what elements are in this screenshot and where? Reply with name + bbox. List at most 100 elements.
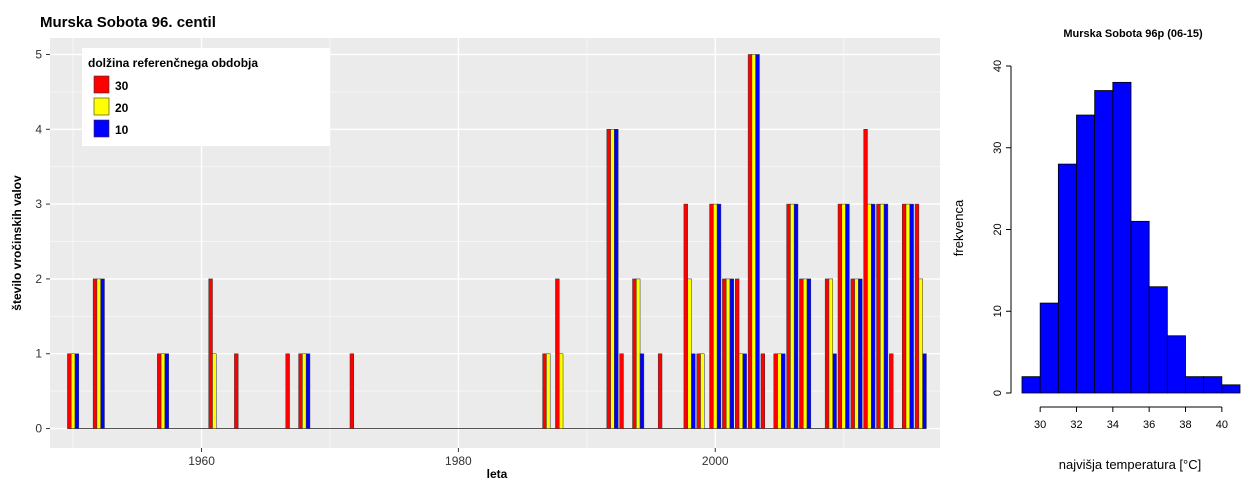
y-tick-label: 4: [35, 122, 42, 136]
left-x-ticks: 1960 1980 2000: [188, 448, 729, 468]
bar-20-2011: [854, 278, 859, 429]
bar-30-1992: [606, 129, 611, 429]
bar-10-2003: [755, 54, 760, 429]
legend-label-10: 10: [115, 123, 129, 137]
right-y-axis-label: frekvenca: [951, 199, 966, 256]
bar-20-1952: [96, 278, 101, 429]
right-x-axis-label: najvišja temperatura [°C]: [1059, 457, 1201, 472]
bar-20-1987: [546, 353, 551, 429]
x-tick-label: 2000: [702, 454, 729, 468]
bar-20-1950: [70, 353, 76, 429]
bar-10-1950: [74, 353, 80, 429]
hist-bar-34: [1112, 81, 1132, 394]
x-tick-label: 38: [1179, 419, 1191, 431]
bar-30-1963: [234, 353, 239, 429]
legend-key-30: [93, 75, 110, 94]
bar-10-2006: [793, 203, 799, 429]
bar-30-2000: [709, 203, 714, 429]
hist-bar-36: [1148, 286, 1168, 394]
bar-30-2003: [747, 54, 753, 429]
bar-20-2012: [867, 203, 872, 429]
bar-10-2013: [883, 203, 889, 429]
bar-20-2007: [803, 278, 808, 429]
hist-bar-29: [1021, 376, 1041, 394]
bar-30-1987: [542, 353, 547, 429]
bar-10-1952: [100, 278, 105, 429]
bar-30-2007: [799, 278, 804, 429]
left-y-axis-label: število vročinskih valov: [10, 175, 24, 311]
bar-10-1957: [164, 353, 169, 429]
x-tick-label: 32: [1070, 419, 1082, 431]
bar-20-1961: [212, 353, 217, 429]
legend: dolžina referenčnega obdobja 30 20 10: [82, 48, 330, 146]
bar-30-1968: [298, 353, 303, 429]
bar-30-1993: [619, 353, 624, 429]
bar-10-2007: [806, 278, 812, 429]
bar-10-2002: [742, 353, 747, 429]
bar-20-1998: [687, 278, 692, 429]
bar-20-1988: [559, 353, 564, 429]
right-chart-title: Murska Sobota 96p (06-15): [1063, 28, 1203, 40]
legend-label-30: 30: [115, 79, 129, 93]
y-tick-label: 10: [992, 305, 1004, 317]
bar-30-2013: [876, 203, 881, 429]
legend-label-20: 20: [115, 101, 129, 115]
bar-20-1968: [302, 353, 307, 429]
hist-bar-35: [1130, 220, 1150, 394]
right-chart: Murska Sobota 96p (06-15) 0 10 20 30 40 30 32…: [951, 28, 1241, 472]
bar-10-1998: [691, 353, 696, 429]
legend-key-10: [93, 119, 110, 138]
hist-bar-30: [1039, 302, 1059, 394]
bar-10-2010: [845, 203, 850, 429]
y-tick-label: 2: [35, 272, 42, 286]
bar-10-2015: [909, 203, 914, 429]
bar-10-1992: [614, 129, 619, 429]
bar-30-2015: [901, 203, 907, 429]
bar-10-2009: [832, 353, 837, 429]
bar-30-1957: [157, 353, 162, 429]
hist-bar-31: [1057, 163, 1077, 394]
bar-30-1972: [349, 353, 355, 429]
bar-20-2000: [713, 203, 718, 429]
bar-20-2016: [918, 278, 923, 429]
hist-bar-37: [1166, 335, 1186, 394]
bar-30-2010: [837, 203, 843, 429]
y-tick-label: 0: [35, 422, 42, 436]
bar-30-1996: [657, 353, 663, 429]
bar-30-1994: [632, 278, 637, 429]
x-tick-label: 30: [1034, 419, 1046, 431]
bar-30-2004: [760, 353, 765, 429]
bar-30-2005: [773, 353, 778, 429]
bar-30-1967: [285, 353, 290, 429]
hist-bar-40: [1221, 384, 1241, 394]
bar-10-2012: [871, 203, 876, 429]
legend-key-20: [93, 97, 110, 116]
bar-20-2009: [828, 278, 833, 429]
bar-30-2012: [863, 129, 868, 429]
hist-bar-33: [1094, 90, 1114, 394]
bar-20-2001: [725, 278, 731, 429]
y-tick-label: 30: [992, 142, 1004, 154]
legend-box: [82, 48, 330, 146]
bar-30-2009: [824, 278, 830, 429]
bar-30-2001: [722, 278, 727, 429]
bar-10-1994: [639, 353, 645, 429]
bar-20-1957: [160, 353, 166, 429]
right-x-axis: 30 32 34 36 38 40: [1034, 406, 1228, 431]
bar-20-1999: [700, 353, 705, 429]
bar-30-2016: [914, 203, 920, 429]
bar-30-2011: [850, 278, 855, 429]
bar-20-2005: [777, 353, 782, 429]
y-tick-label: 3: [35, 197, 42, 211]
y-tick-label: 0: [992, 390, 1004, 396]
bar-30-1952: [92, 278, 98, 429]
left-bars: [67, 54, 927, 430]
bar-10-2011: [858, 278, 863, 429]
bar-20-1992: [610, 129, 615, 429]
left-chart-title: Murska Sobota 96. centil: [40, 14, 216, 31]
x-tick-label: 34: [1107, 419, 1119, 431]
hist-bar-39: [1203, 376, 1223, 394]
y-tick-label: 1: [35, 347, 42, 361]
bar-30-2006: [786, 203, 791, 429]
